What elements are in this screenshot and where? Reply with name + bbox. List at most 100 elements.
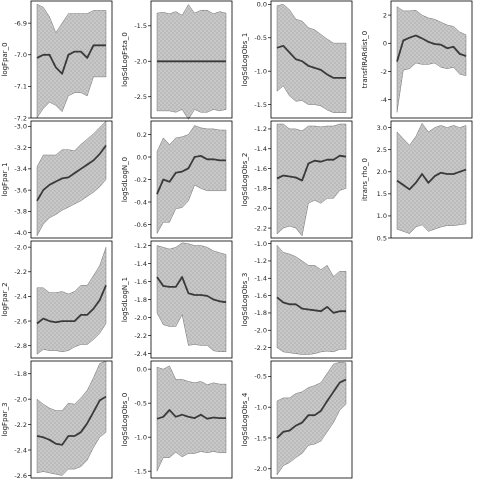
panel-logFpar_3: -1.8 -2.0 -2.2 -2.4 -2.6 logFpar_3	[1, 360, 113, 480]
y-tick-label: 1.0	[377, 212, 387, 220]
mean-line	[276, 296, 346, 314]
mean-line	[156, 409, 226, 420]
mean-line	[276, 44, 346, 79]
y-tick-label: -7.2	[14, 114, 27, 122]
y-tick-label: 1.5	[377, 190, 387, 198]
panel-transfIRARdist_0: 2 0 -2 -4 transfIRARdist_0	[361, 0, 473, 119]
axes-frame	[270, 360, 353, 479]
y-tick-label: -2.2	[14, 268, 27, 276]
y-tick-label: -6.9	[14, 19, 27, 27]
y-tick-label: -7.0	[14, 51, 27, 59]
y-axis-label: logFpar_2	[1, 282, 9, 316]
axes-frame	[30, 240, 113, 359]
y-tick-label: -0.6	[134, 221, 147, 229]
y-tick-label: -1.2	[254, 125, 267, 133]
y-tick-label: -2.0	[134, 314, 147, 322]
mean-line	[156, 155, 226, 195]
confidence-band	[276, 123, 347, 237]
y-tick-label: 0.2	[137, 131, 147, 139]
y-tick-label: -0.5	[254, 373, 267, 381]
confidence-band	[156, 125, 227, 235]
panel-logFpar_2: -2.0 -2.2 -2.4 -2.6 -2.8 logFpar_2	[1, 240, 113, 359]
y-tick-label: 0.0	[257, 1, 267, 9]
confidence-band	[36, 3, 107, 119]
mean-line	[276, 154, 347, 182]
y-axis-label: logSdLogObs_3	[241, 273, 249, 327]
y-axis-label: logSdLogObs_4	[241, 392, 249, 446]
panel-logSdLogObs_3: -1.0 -1.2 -1.4 -1.6 -1.8 -2.0 -2.2 logSdLogObs_…	[241, 240, 353, 359]
panel-logSdLogObs_0: 0.0 -0.5 -1.0 -1.5 logSdLogObs_0	[121, 360, 233, 479]
confidence-band	[396, 6, 467, 113]
y-axis-label: transfIRARdist_0	[361, 31, 369, 89]
y-tick-label: -2.0	[254, 465, 267, 473]
y-tick-label: -4.0	[14, 229, 27, 237]
axes-frame	[30, 0, 113, 119]
mean-line	[36, 284, 107, 325]
y-tick-label: -2.0	[254, 327, 267, 335]
axes-frame	[270, 120, 353, 239]
y-tick-label: -2.2	[254, 344, 267, 352]
y-tick-label: 0.0	[137, 365, 147, 373]
y-tick-label: -2.0	[254, 205, 267, 213]
panel-logSdLogN_0: 0.2 0.0 -0.2 -0.4 -0.6 logSdLogN_0	[121, 120, 233, 239]
axes-frame	[270, 0, 353, 119]
y-tick-label: 2.0	[377, 168, 387, 176]
y-tick-label: 2	[383, 11, 387, 19]
axes-frame	[30, 360, 113, 479]
y-tick-label: -1.0	[134, 433, 147, 441]
y-tick-label: -2.2	[134, 332, 147, 340]
y-tick-label: -1.5	[134, 22, 147, 30]
y-tick-label: -1.0	[254, 403, 267, 411]
y-tick-label: -2.4	[14, 293, 27, 301]
y-tick-label: -3.2	[14, 144, 27, 152]
confidence-band	[156, 242, 227, 352]
y-tick-label: -1.6	[134, 278, 147, 286]
mean-line	[396, 34, 467, 62]
y-tick-label: -1.5	[134, 467, 147, 475]
y-axis-label: logFpar_3	[1, 402, 9, 436]
panel-logFpar_0: -6.9 -7.0 -7.1 -7.2 logFpar_0	[1, 0, 113, 122]
y-tick-label: 3.0	[377, 124, 387, 132]
mean-line	[36, 395, 107, 446]
y-tick-label: -2.5	[134, 93, 147, 101]
y-tick-label: -1.8	[14, 370, 27, 378]
y-tick-label: -0.2	[134, 176, 147, 184]
y-tick-label: -1.4	[134, 260, 147, 268]
panel-logSdLogN_1: -1.2 -1.4 -1.6 -1.8 -2.0 -2.2 -2.4 logSdLogN_1	[121, 240, 233, 359]
y-axis-label: logSdLogObs_2	[241, 153, 249, 207]
y-axis-label: logSdLogN_1	[121, 277, 129, 322]
y-tick-label: -1.5	[254, 101, 267, 109]
mean-line	[276, 378, 347, 439]
y-tick-label: -2.4	[14, 446, 27, 454]
confidence-band	[276, 244, 347, 355]
y-axis-label: logSdLogFsta_0	[121, 32, 129, 87]
y-tick-label: -1.4	[254, 145, 267, 153]
y-tick-label: 0	[383, 40, 387, 48]
y-axis-label: logFpar_1	[1, 162, 9, 196]
confidence-band	[276, 4, 347, 113]
y-tick-label: -1.0	[254, 68, 267, 76]
y-tick-label: -3.0	[14, 123, 27, 131]
axes-frame	[390, 120, 473, 239]
y-axis-label: itrans_rho_0	[361, 158, 369, 201]
y-axis-label: logFpar_0	[1, 42, 9, 76]
y-tick-label: -2.2	[254, 224, 267, 232]
y-tick-label: -2.0	[14, 395, 27, 403]
y-tick-label: -1.5	[254, 434, 267, 442]
panel-logSdLogObs_2: -1.2 -1.4 -1.6 -1.8 -2.0 -2.2 logSdLogObs_2	[241, 120, 353, 239]
mean-line	[36, 44, 106, 75]
y-tick-label: -1.2	[254, 257, 267, 265]
axes-frame	[30, 120, 113, 239]
y-tick-label: -2.8	[14, 342, 27, 350]
y-tick-label: -2.6	[14, 472, 27, 480]
y-tick-label: -3.6	[14, 186, 27, 194]
y-tick-label: -1.2	[134, 242, 147, 250]
confidence-band	[36, 120, 107, 236]
panel-logSdLogObs_4: -0.5 -1.0 -1.5 -2.0 logSdLogObs_4	[241, 360, 353, 479]
y-tick-label: -2.0	[134, 58, 147, 66]
y-tick-label: -3.4	[14, 165, 27, 173]
mean-line	[156, 276, 227, 304]
y-tick-label: -0.4	[134, 198, 147, 206]
y-tick-label: 0.0	[137, 153, 147, 161]
